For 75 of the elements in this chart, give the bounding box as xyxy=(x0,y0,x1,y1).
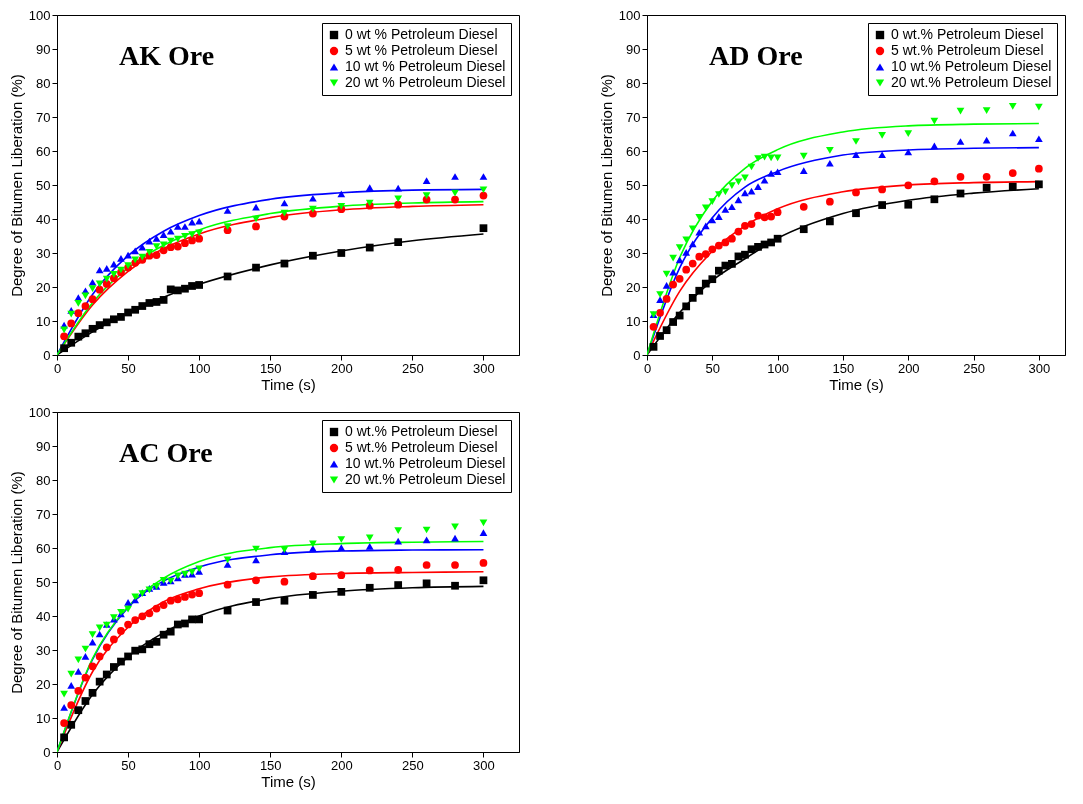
legend-label: 20 wt.% Petroleum Diesel xyxy=(345,471,506,487)
text: AC Ore xyxy=(119,437,213,468)
legend-label: 20 wt.% Petroleum Diesel xyxy=(891,74,1052,90)
legend-label: 10 wt.% Petroleum Diesel xyxy=(891,58,1052,74)
y-tick-label: 80 xyxy=(36,472,51,488)
y-tick-label: 50 xyxy=(36,574,51,590)
y-tick-label: 50 xyxy=(626,177,641,193)
y-axis-title: Degree of Bitumen Liberation (%) xyxy=(597,74,615,297)
x-tick-label: 150 xyxy=(259,360,282,376)
y-tick-label: 60 xyxy=(36,143,51,159)
x-tick-label: 150 xyxy=(259,757,282,773)
text: AD Ore xyxy=(709,40,803,71)
legend-label: 0 wt.% Petroleum Diesel xyxy=(345,423,498,439)
x-tick-label: 200 xyxy=(330,360,353,376)
y-tick-label: 100 xyxy=(618,7,641,23)
y-tick-label: 0 xyxy=(633,347,641,363)
y-tick-label: 40 xyxy=(36,608,51,624)
y-tick-label: 70 xyxy=(36,109,51,125)
y-tick-label: 70 xyxy=(36,506,51,522)
legend-label: 0 wt % Petroleum Diesel xyxy=(345,26,498,42)
y-tick-label: 90 xyxy=(36,41,51,57)
x-tick-label: 300 xyxy=(1028,360,1051,376)
y-tick-label: 20 xyxy=(626,279,641,295)
x-tick-label: 50 xyxy=(121,757,136,773)
text: AK Ore xyxy=(119,40,215,71)
legend-label: 10 wt.% Petroleum Diesel xyxy=(345,455,506,471)
x-tick-label: 100 xyxy=(188,360,211,376)
y-tick-label: 20 xyxy=(36,279,51,295)
x-tick-label: 100 xyxy=(188,757,211,773)
y-axis-title: Degree of Bitumen Liberation (%) xyxy=(7,74,25,297)
x-tick-label: 150 xyxy=(832,360,855,376)
y-tick-label: 90 xyxy=(36,438,51,454)
y-axis-title: Degree of Bitumen Liberation (%) xyxy=(7,471,25,694)
legend-label: 0 wt.% Petroleum Diesel xyxy=(891,26,1044,42)
y-tick-label: 80 xyxy=(36,75,51,91)
y-tick-label: 0 xyxy=(43,347,51,363)
y-tick-label: 50 xyxy=(36,177,51,193)
y-tick-label: 60 xyxy=(36,540,51,556)
y-tick-label: 30 xyxy=(36,642,51,658)
y-tick-label: 60 xyxy=(626,143,641,159)
x-tick-label: 200 xyxy=(330,757,353,773)
y-tick-label: 40 xyxy=(36,211,51,227)
y-tick-label: 30 xyxy=(36,245,51,261)
y-tick-label: 30 xyxy=(626,245,641,261)
y-tick-label: 10 xyxy=(626,313,641,329)
y-tick-label: 0 xyxy=(43,744,51,760)
legend-label: 10 wt % Petroleum Diesel xyxy=(345,58,506,74)
y-tick-label: 70 xyxy=(626,109,641,125)
legend-label: 5 wt % Petroleum Diesel xyxy=(345,42,498,58)
x-tick-label: 0 xyxy=(53,360,62,376)
x-tick-label: 0 xyxy=(643,360,652,376)
x-axis-title: Time (s) xyxy=(261,375,316,393)
x-tick-label: 250 xyxy=(402,360,424,376)
x-tick-label: 50 xyxy=(121,360,136,376)
x-axis-title: Time (s) xyxy=(829,375,884,393)
x-tick-label: 0 xyxy=(53,757,62,773)
y-tick-label: 10 xyxy=(36,710,51,726)
y-tick-label: 100 xyxy=(28,7,51,23)
y-tick-label: 40 xyxy=(626,211,641,227)
legend-label: 5 wt.% Petroleum Diesel xyxy=(345,439,498,455)
x-axis-title: Time (s) xyxy=(261,772,316,790)
x-tick-label: 300 xyxy=(473,360,495,376)
legend-label: 5 wt.% Petroleum Diesel xyxy=(891,42,1044,58)
x-tick-label: 300 xyxy=(473,757,495,773)
legend-label: 20 wt % Petroleum Diesel xyxy=(345,74,506,90)
x-tick-label: 100 xyxy=(767,360,789,376)
x-tick-label: 250 xyxy=(402,757,424,773)
y-tick-label: 100 xyxy=(28,404,51,420)
x-tick-label: 250 xyxy=(963,360,985,376)
x-tick-label: 200 xyxy=(897,360,920,376)
y-tick-label: 90 xyxy=(626,41,641,57)
y-tick-label: 80 xyxy=(626,75,641,91)
y-tick-label: 20 xyxy=(36,676,51,692)
x-tick-label: 50 xyxy=(705,360,721,376)
y-tick-label: 10 xyxy=(36,313,51,329)
